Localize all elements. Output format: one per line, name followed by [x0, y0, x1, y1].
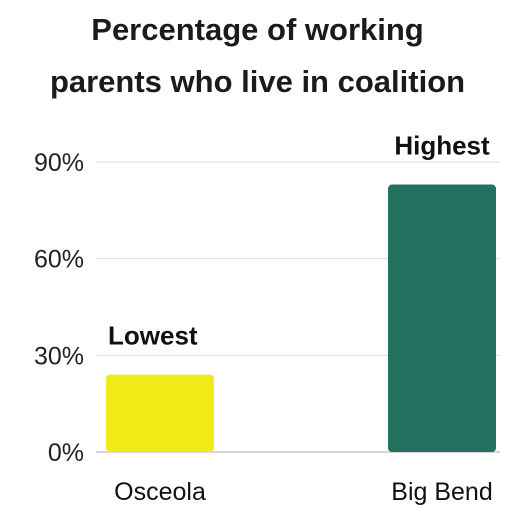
chart-title: Percentage of working parents who live i… [0, 4, 515, 108]
x-category-label: Osceola [114, 478, 206, 505]
bar-big-bend [388, 184, 496, 453]
chart-title-line-2: parents who live in coalition [49, 64, 466, 99]
bar-annotations: Lowest Highest [108, 131, 490, 351]
y-tick-label: 60% [34, 246, 84, 274]
bars [106, 184, 496, 453]
y-tick-label: 0% [48, 439, 84, 467]
annotation-lowest: Lowest [108, 321, 198, 351]
chart-title-line-1: Percentage of working [91, 12, 424, 47]
y-axis-tick-labels: 0% 30% 60% 90% [34, 149, 84, 467]
y-tick-label: 90% [34, 149, 84, 177]
bar-osceola [106, 374, 214, 452]
annotation-highest: Highest [394, 131, 490, 161]
x-axis-category-labels: Osceola Big Bend [114, 478, 493, 505]
x-category-label: Big Bend [391, 478, 492, 505]
y-tick-label: 30% [34, 342, 84, 370]
